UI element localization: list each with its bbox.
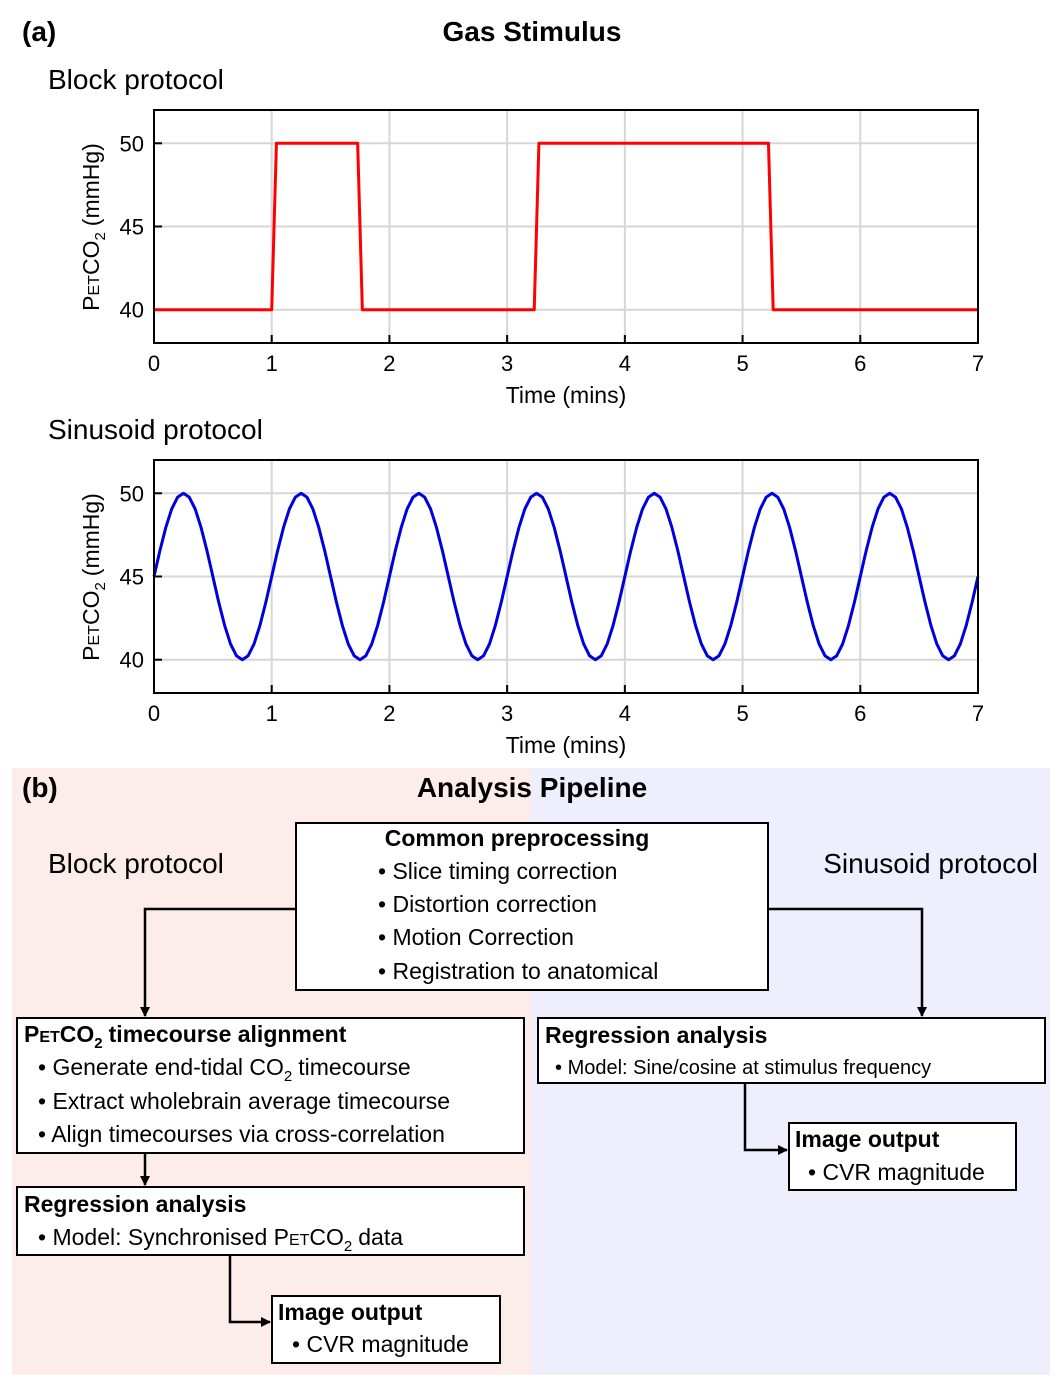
box: [537, 1017, 1046, 1084]
y-tick-label: 40: [120, 648, 144, 673]
box: [788, 1122, 1017, 1191]
arrow: [140, 907, 296, 1017]
x-tick-label: 6: [854, 351, 866, 376]
box: [271, 1295, 501, 1364]
y-tick-label: 40: [120, 298, 144, 323]
box-title: PETCO2 timecourse alignment: [24, 1021, 347, 1052]
data-line: [154, 141, 978, 312]
box-item: • Generate end-tidal CO2 timecourse: [38, 1054, 411, 1085]
x-tick-label: 4: [619, 701, 631, 726]
x-tick-label: 1: [266, 351, 278, 376]
box-title: Regression analysis: [545, 1022, 767, 1048]
x-tick-label: 0: [148, 701, 160, 726]
box-item: • Distortion correction: [378, 891, 597, 917]
x-tick-label: 1: [266, 701, 278, 726]
x-tick-label: 5: [736, 701, 748, 726]
box-item: • Model: Sine/cosine at stimulus frequen…: [555, 1057, 931, 1079]
box-item: • CVR magnitude: [292, 1331, 469, 1357]
box-item: • Extract wholebrain average timecourse: [38, 1088, 450, 1114]
x-tick-label: 6: [854, 701, 866, 726]
x-tick-label: 7: [972, 701, 984, 726]
box-title: Image output: [278, 1299, 423, 1325]
arrow: [768, 907, 927, 1017]
panel-label: (a): [22, 16, 56, 47]
data-line: [152, 491, 980, 662]
x-tick-label: 2: [383, 701, 395, 726]
box-item: • Align timecourses via cross-correlatio…: [38, 1121, 445, 1147]
protocol-label: Sinusoid protocol: [823, 848, 1038, 879]
protocol-label: Block protocol: [48, 848, 224, 879]
box-item: • CVR magnitude: [808, 1159, 985, 1185]
box-title: Common preprocessing: [385, 825, 650, 851]
x-axis-label: Time (mins): [506, 382, 627, 408]
panel-label: (b): [22, 772, 58, 803]
y-axis-label: PETCO2(mmHg): [78, 493, 109, 661]
chart-title: Block protocol: [48, 64, 224, 95]
y-tick-label: 45: [120, 565, 144, 590]
axes-frame: [153, 109, 979, 344]
y-tick-label: 50: [120, 481, 144, 506]
chart-title: Sinusoid protocol: [48, 414, 263, 445]
y-tick-label: 45: [120, 215, 144, 240]
pipeline: (b) Analysis Pipeline Block protocol Sin…: [12, 768, 1050, 1375]
box: [16, 1017, 525, 1154]
x-tick-label: 0: [148, 351, 160, 376]
box-item: • Registration to anatomical: [378, 958, 658, 984]
y-axis-label: PETCO2(mmHg): [78, 143, 109, 311]
box-title: Regression analysis: [24, 1191, 246, 1217]
x-axis-label: Time (mins): [506, 732, 627, 758]
x-tick-label: 3: [501, 701, 513, 726]
box-item: • Motion Correction: [378, 924, 574, 950]
x-tick-label: 5: [736, 351, 748, 376]
x-tick-label: 4: [619, 351, 631, 376]
panel-title: Analysis Pipeline: [417, 772, 647, 803]
arrow: [228, 1255, 271, 1327]
x-tick-label: 2: [383, 351, 395, 376]
x-tick-label: 3: [501, 351, 513, 376]
x-tick-label: 7: [972, 351, 984, 376]
y-tick-label: 50: [120, 131, 144, 156]
box: [16, 1186, 525, 1256]
axes-frame: [153, 459, 979, 694]
box-item: • Model: Synchronised PETCO2 data: [38, 1224, 403, 1255]
box: [295, 822, 769, 991]
box-title: Image output: [795, 1126, 940, 1152]
box-item: • Slice timing correction: [378, 858, 617, 884]
arrow: [743, 1083, 788, 1155]
panel-title: Gas Stimulus: [443, 16, 622, 47]
